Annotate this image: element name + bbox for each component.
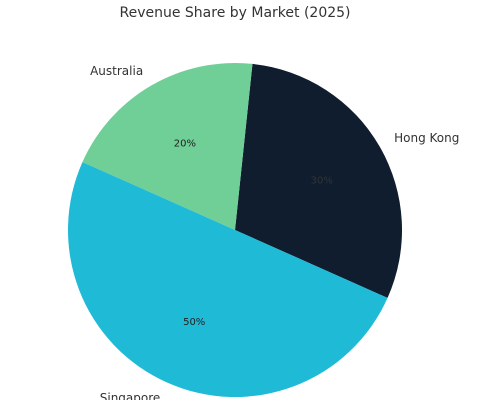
- slice-percent-label: 50%: [183, 317, 205, 328]
- slice-category-label: Australia: [90, 64, 143, 78]
- slice-category-label: Singapore: [100, 391, 161, 400]
- slice-category-label: Hong Kong: [394, 131, 459, 145]
- pie-slice-australia: [82, 62, 253, 231]
- slice-percent-label: 30%: [311, 175, 333, 186]
- pie-slices: [67, 62, 403, 398]
- slice-percent-label: 20%: [174, 139, 196, 150]
- pie-labels: 30% Hong Kong 20% Australia 50% Singapore: [90, 64, 459, 400]
- pie-slice-singapore: [67, 162, 388, 398]
- pie-slice-hong-kong: [235, 63, 403, 298]
- chart-title: Revenue Share by Market (2025): [119, 5, 350, 21]
